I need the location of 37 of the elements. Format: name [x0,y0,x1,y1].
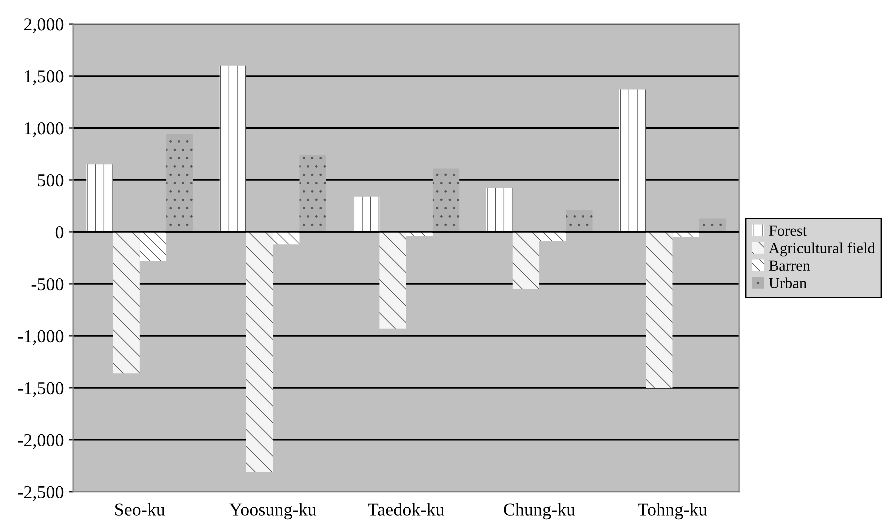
bar [113,232,140,374]
bar [432,168,460,232]
legend-label: Barren [769,260,810,272]
x-tick-label: Chung-ku [504,503,576,520]
y-tick-label: -2,000 [18,434,64,450]
bar [273,232,300,245]
bar [646,232,673,388]
legend-label: Agricultural field [769,242,876,257]
x-tick-label: Tohng-ku [638,503,708,520]
bar [619,90,646,232]
bar [512,232,540,290]
bar [220,66,246,232]
x-tick-label: Taedok-ku [368,503,444,516]
y-tick-label: -1,500 [18,382,64,398]
y-tick-label: -1,000 [18,330,64,346]
bar [300,155,326,232]
x-tick-label: Seo-ku [116,503,166,516]
y-tick-label: -500 [32,278,64,291]
legend-label: Forest [769,226,808,236]
bar [246,232,274,472]
y-tick-label: 1,500 [25,70,64,86]
y-tick-label: 0 [56,226,64,239]
x-tick-label: Yoosung-ku [230,503,317,520]
bar [486,188,513,232]
y-tick-label: -2,500 [18,486,64,502]
legend-label: Urban [769,278,807,289]
bar [166,134,194,232]
y-tick-label: 2,000 [24,18,64,34]
y-tick-label: 500 [38,174,64,187]
bar [540,232,566,242]
bar [86,164,114,232]
bar [140,232,167,262]
bar [380,232,406,329]
bar [699,218,726,232]
bar [566,210,593,232]
bar [353,196,380,232]
y-tick-label: 1,000 [25,122,64,138]
